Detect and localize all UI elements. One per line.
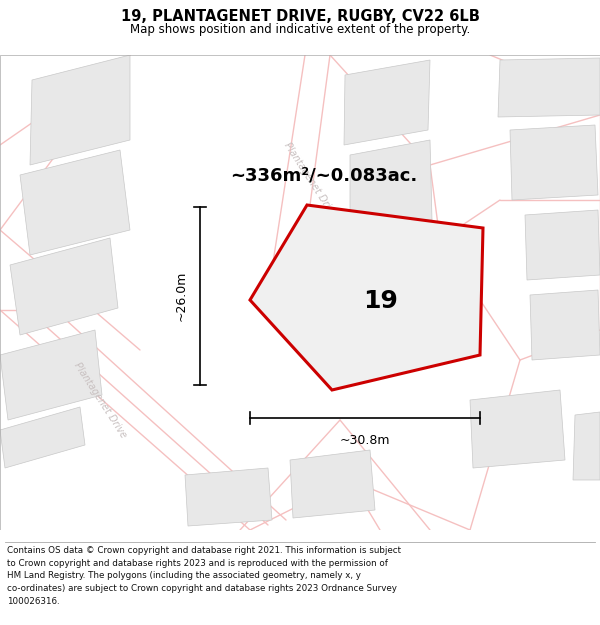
Polygon shape (20, 150, 130, 255)
Text: ~26.0m: ~26.0m (175, 271, 188, 321)
Text: 19: 19 (363, 289, 398, 312)
Polygon shape (350, 140, 432, 235)
Polygon shape (0, 407, 85, 468)
Text: ~336m²/~0.083ac.: ~336m²/~0.083ac. (230, 166, 417, 184)
Polygon shape (344, 60, 430, 145)
Polygon shape (530, 290, 600, 360)
Text: 19, PLANTAGENET DRIVE, RUGBY, CV22 6LB: 19, PLANTAGENET DRIVE, RUGBY, CV22 6LB (121, 9, 479, 24)
Polygon shape (0, 330, 102, 420)
Text: Plantagenet Drive: Plantagenet Drive (72, 361, 128, 439)
Polygon shape (573, 412, 600, 480)
Text: Contains OS data © Crown copyright and database right 2021. This information is : Contains OS data © Crown copyright and d… (7, 546, 401, 606)
Text: ~30.8m: ~30.8m (340, 434, 390, 447)
Polygon shape (510, 125, 598, 200)
Polygon shape (470, 390, 565, 468)
Polygon shape (10, 238, 118, 335)
Polygon shape (290, 450, 375, 518)
Polygon shape (498, 58, 600, 117)
Polygon shape (250, 205, 483, 390)
Text: Plantagenet Drive: Plantagenet Drive (282, 141, 338, 219)
Polygon shape (30, 55, 130, 165)
Polygon shape (185, 468, 272, 526)
Text: Map shows position and indicative extent of the property.: Map shows position and indicative extent… (130, 23, 470, 36)
Polygon shape (525, 210, 600, 280)
